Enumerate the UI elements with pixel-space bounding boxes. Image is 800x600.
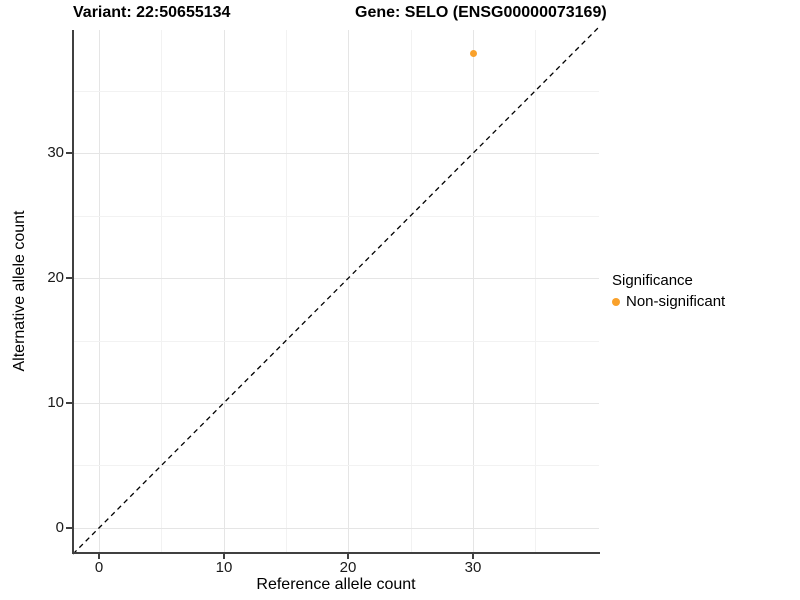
legend-item-label: Non-significant <box>626 293 726 310</box>
gridline-minor-h <box>73 216 599 217</box>
y-tick-mark <box>66 277 72 279</box>
x-tick-mark <box>347 554 349 559</box>
legend-title: Significance <box>612 272 693 289</box>
identity-dashed-line <box>72 26 600 555</box>
x-axis-line <box>72 552 600 554</box>
y-tick-mark <box>66 402 72 404</box>
plot-title-variant: Variant: 22:50655134 <box>73 4 231 21</box>
y-axis-title-text: Alternative allele count <box>11 210 28 372</box>
y-tick-mark <box>66 527 72 529</box>
gridline-major-v <box>99 30 100 553</box>
x-tick-label: 30 <box>464 559 482 576</box>
gridline-minor-h <box>73 341 599 342</box>
x-tick-label: 0 <box>94 559 104 576</box>
data-point <box>469 50 477 58</box>
legend: Significance Non-significant <box>612 271 725 311</box>
gridline-major-h <box>73 153 599 154</box>
gridline-minor-v <box>411 30 412 553</box>
gridline-minor-v <box>161 30 162 553</box>
gridline-major-h <box>73 403 599 404</box>
y-tick-label: 30 <box>47 144 64 161</box>
x-tick-label: 20 <box>339 559 357 576</box>
x-tick-mark <box>223 554 225 559</box>
y-tick-mark <box>66 152 72 154</box>
x-axis-title: Reference allele count <box>256 576 416 593</box>
y-axis-line <box>72 30 74 554</box>
gridline-minor-v <box>286 30 287 553</box>
x-tick-label: 10 <box>215 559 233 576</box>
gridline-major-v <box>473 30 474 553</box>
gridline-minor-v <box>535 30 536 553</box>
gridline-minor-h <box>73 91 599 92</box>
gridline-major-v <box>224 30 225 553</box>
x-tick-mark <box>472 554 474 559</box>
y-tick-label: 10 <box>47 394 64 411</box>
gridline-minor-h <box>73 465 599 466</box>
y-tick-label: 20 <box>47 269 64 286</box>
plot-panel <box>72 26 600 555</box>
legend-point-icon <box>612 297 620 306</box>
y-axis-title: Alternative allele count <box>11 211 29 372</box>
legend-item-non-significant: Non-significant <box>612 292 725 311</box>
gridline-major-v <box>348 30 349 553</box>
gridline-major-h <box>73 278 599 279</box>
gridline-major-h <box>73 528 599 529</box>
y-tick-label: 0 <box>55 519 64 536</box>
x-tick-mark <box>98 554 100 559</box>
plot-title-gene: Gene: SELO (ENSG00000073169) <box>355 4 607 21</box>
